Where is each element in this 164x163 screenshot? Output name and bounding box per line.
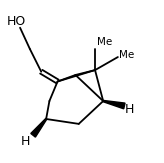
Text: H: H [125,103,134,116]
Text: HO: HO [7,15,26,28]
Polygon shape [31,119,47,137]
Text: Me: Me [97,37,112,47]
Text: H: H [20,135,30,148]
Text: Me: Me [120,50,135,60]
Polygon shape [103,100,125,109]
